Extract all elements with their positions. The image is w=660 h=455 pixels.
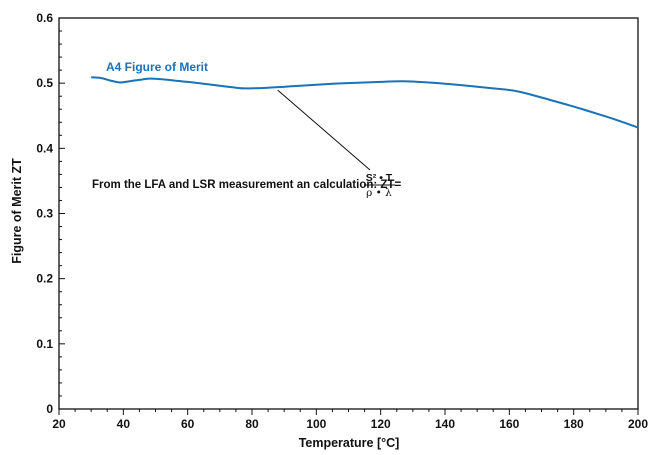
x-tick-label: 20 (52, 417, 66, 431)
x-tick-label: 100 (306, 417, 326, 431)
y-tick-label: 0 (46, 402, 53, 416)
annotation-text: From the LFA and LSR measurement an calc… (92, 179, 401, 191)
series-line-a4 (91, 76, 639, 129)
y-axis-ticks: 0 0.1 0.2 0.3 0.4 0.5 0.6 (36, 11, 65, 416)
y-axis-title: Figure of Merit ZT (10, 158, 24, 264)
x-tick-label: 140 (435, 417, 455, 431)
x-axis-title: Temperature [°C] (299, 436, 400, 450)
plot-border (58, 17, 639, 410)
x-tick-label: 120 (371, 417, 391, 431)
plot-frame (58, 17, 639, 410)
series-label-a4: A4 Figure of Merit (106, 60, 208, 74)
y-tick-label: 0.5 (36, 76, 53, 90)
x-tick-label: 160 (499, 417, 519, 431)
series-layer (91, 76, 639, 129)
x-tick-label: 60 (181, 417, 195, 431)
x-tick-label: 40 (117, 417, 131, 431)
y-tick-label: 0.4 (36, 141, 53, 155)
formula-denominator: ρ • λ (366, 187, 392, 199)
formula-numerator: S² • T (366, 172, 393, 184)
annotation-leader-line (277, 89, 371, 171)
x-tick-label: 200 (628, 417, 648, 431)
y-tick-label: 0.1 (36, 337, 53, 351)
x-tick-label: 80 (245, 417, 259, 431)
x-axis-ticks: 20 40 60 80 100 120 140 160 180 200 (52, 409, 648, 431)
y-tick-label: 0.3 (36, 207, 53, 221)
x-tick-label: 180 (564, 417, 584, 431)
y-tick-label: 0.2 (36, 272, 53, 286)
y-tick-label: 0.6 (36, 11, 53, 25)
